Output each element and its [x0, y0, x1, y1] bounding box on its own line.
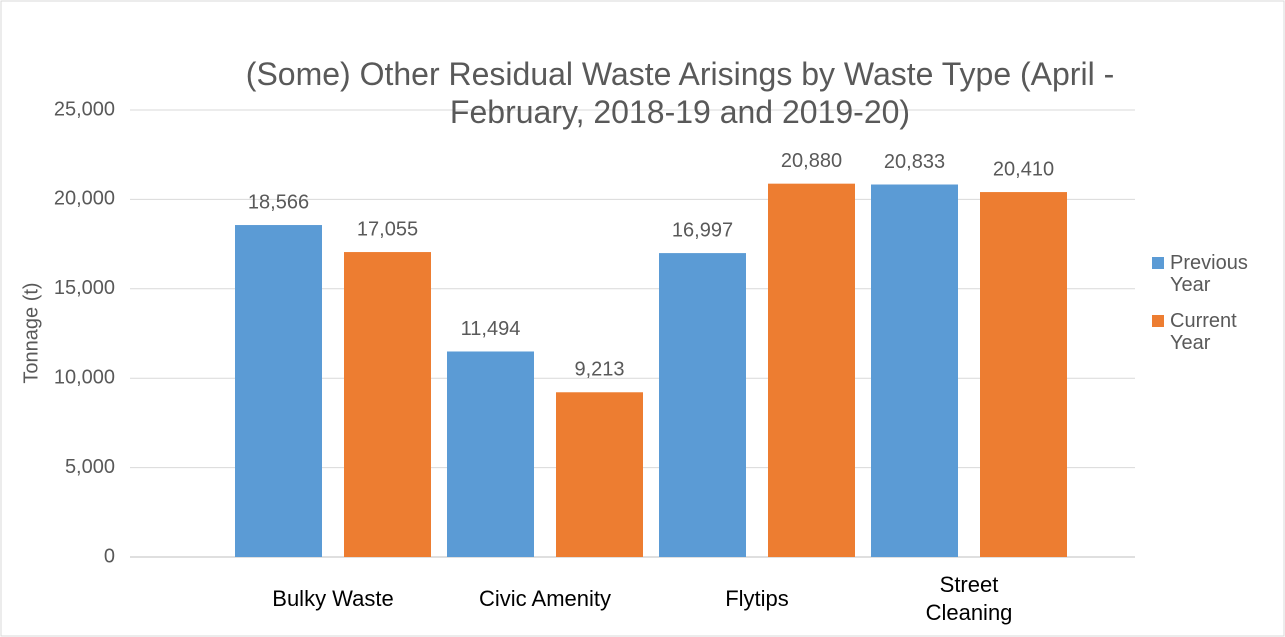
legend-swatch: [1152, 315, 1164, 327]
y-tick-label: 25,000: [54, 98, 115, 120]
y-axis-label: Tonnage (t): [20, 282, 42, 383]
y-tick-label: 0: [104, 545, 115, 567]
y-tick-label: 10,000: [54, 366, 115, 388]
data-label: 16,997: [672, 219, 733, 241]
bar: [556, 392, 643, 557]
data-label: 20,410: [993, 158, 1054, 180]
legend-item: Previous Year: [1152, 252, 1270, 296]
bar: [344, 252, 431, 558]
bar: [235, 225, 322, 557]
data-label: 17,055: [357, 218, 418, 240]
data-label: 18,566: [248, 191, 309, 213]
bar: [447, 351, 534, 557]
legend-item: Current Year: [1152, 310, 1270, 354]
x-tick-label: Flytips: [725, 586, 789, 611]
bar: [871, 184, 958, 557]
y-tick-label: 5,000: [65, 456, 115, 478]
x-tick-label: Civic Amenity: [478, 586, 612, 611]
chart-title: (Some) Other Residual Waste Arisings by …: [245, 56, 1115, 130]
x-tick-label: Bulky Waste: [272, 586, 394, 611]
data-label: 11,494: [461, 318, 521, 340]
bar: [659, 253, 746, 558]
data-label: 20,880: [781, 150, 842, 172]
data-label: 20,833: [884, 151, 945, 173]
y-tick-label: 20,000: [54, 188, 115, 210]
y-tick-label: 15,000: [54, 277, 115, 299]
bar: [980, 192, 1067, 557]
legend-swatch: [1152, 257, 1164, 269]
legend-label: Previous Year: [1170, 252, 1248, 296]
data-label: 9,213: [574, 359, 624, 381]
legend-label: Current Year: [1170, 310, 1237, 354]
x-tick-label: Street Cleaning: [925, 572, 1013, 625]
bar: [768, 183, 855, 558]
